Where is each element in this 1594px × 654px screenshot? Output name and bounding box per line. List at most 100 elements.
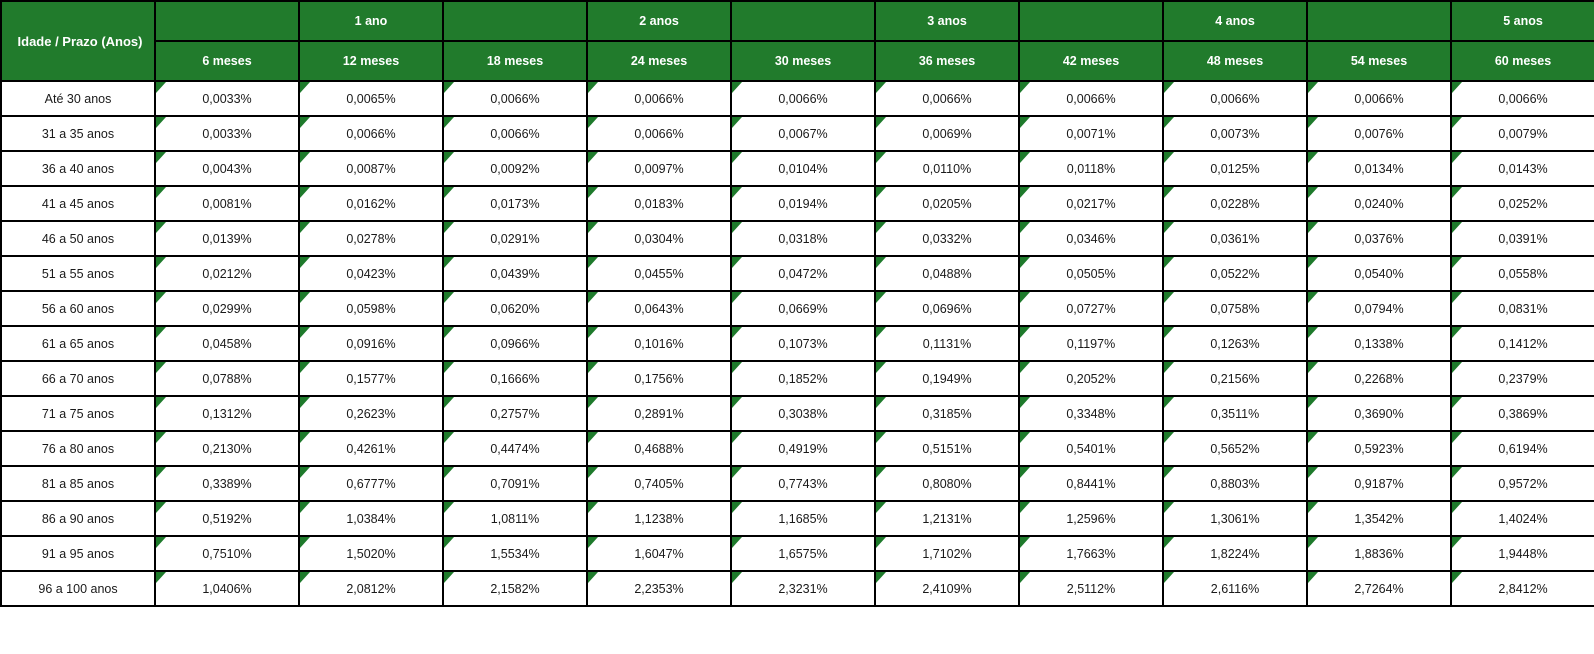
rate-cell: 0,2052% [1018,360,1164,397]
rate-cell: 0,2130% [154,430,300,467]
rate-cell: 0,0696% [874,290,1020,327]
rate-value: 0,4688% [634,441,684,456]
cell-error-flag-icon [301,363,310,373]
cell-error-flag-icon [301,538,310,548]
rate-value: 1,0406% [202,581,252,596]
cell-error-flag-icon [445,398,454,408]
month-header: 36 meses [874,40,1020,82]
cell-error-flag-icon [301,118,310,128]
cell-error-flag-icon [733,188,742,198]
rate-cell: 0,0125% [1162,150,1308,187]
cell-error-flag-icon [1021,398,1030,408]
cell-error-flag-icon [1453,118,1462,128]
rate-value: 0,5923% [1354,441,1404,456]
cell-error-flag-icon [157,223,166,233]
cell-error-flag-icon [589,433,598,443]
cell-error-flag-icon [733,363,742,373]
rate-value: 1,2131% [922,511,972,526]
rate-value: 0,0076% [1354,126,1404,141]
rate-value: 0,0727% [1066,301,1116,316]
cell-error-flag-icon [1453,223,1462,233]
rate-value: 0,1131% [922,336,972,351]
cell-error-flag-icon [301,223,310,233]
rate-cell: 0,0110% [874,150,1020,187]
table-row: 61 a 65 anos 0,0458% 0,0916% 0,0966% 0,1016%… [0,325,1594,362]
rate-value: 0,0304% [634,231,684,246]
rate-value: 0,0081% [202,196,252,211]
cell-error-flag-icon [157,398,166,408]
rate-cell: 0,5401% [1018,430,1164,467]
cell-error-flag-icon [1453,258,1462,268]
month-header: 60 meses [1450,40,1594,82]
rate-value: 0,2379% [1498,371,1548,386]
rate-value: 0,0066% [490,91,540,106]
rate-cell: 1,7663% [1018,535,1164,572]
rate-cell: 0,3690% [1306,395,1452,432]
cell-error-flag-icon [1309,83,1318,93]
rate-cell: 2,4109% [874,570,1020,607]
rate-value: 1,9448% [1498,546,1548,561]
cell-error-flag-icon [589,83,598,93]
table-row: 31 a 35 anos 0,0033% 0,0066% 0,0066% 0,0066%… [0,115,1594,152]
month-header: 12 meses [298,40,444,82]
rate-cell: 0,0066% [298,115,444,152]
row-label: 71 a 75 anos [0,395,156,432]
month-header: 42 meses [1018,40,1164,82]
cell-error-flag-icon [157,118,166,128]
rate-value: 0,3690% [1354,406,1404,421]
cell-error-flag-icon [445,293,454,303]
rate-value: 0,0079% [1498,126,1548,141]
cell-error-flag-icon [877,258,886,268]
cell-error-flag-icon [1165,433,1174,443]
cell-error-flag-icon [589,188,598,198]
rate-cell: 0,0134% [1306,150,1452,187]
rate-cell: 0,0346% [1018,220,1164,257]
rate-cell: 0,5923% [1306,430,1452,467]
rate-value: 0,0794% [1354,301,1404,316]
rate-value: 0,0173% [490,196,540,211]
rate-cell: 0,0423% [298,255,444,292]
rate-value: 0,0217% [1066,196,1116,211]
rate-value: 0,0346% [1066,231,1116,246]
rate-cell: 0,0143% [1450,150,1594,187]
cell-error-flag-icon [1309,153,1318,163]
cell-error-flag-icon [877,328,886,338]
rate-cell: 0,0643% [586,290,732,327]
rate-value: 0,0110% [922,161,972,176]
rate-value: 0,0139% [202,231,252,246]
cell-error-flag-icon [1309,258,1318,268]
rate-cell: 0,0455% [586,255,732,292]
row-label: 86 a 90 anos [0,500,156,537]
cell-error-flag-icon [1453,363,1462,373]
rate-value: 0,0240% [1354,196,1404,211]
rate-cell: 0,0540% [1306,255,1452,292]
rate-value: 2,5112% [1066,581,1116,596]
cell-error-flag-icon [733,468,742,478]
rate-value: 0,8803% [1210,476,1260,491]
rate-cell: 1,3542% [1306,500,1452,537]
cell-error-flag-icon [1165,398,1174,408]
cell-error-flag-icon [1309,293,1318,303]
rate-value: 0,0278% [346,231,396,246]
rate-value: 0,0318% [778,231,828,246]
rate-cell: 0,3389% [154,465,300,502]
table-row: 46 a 50 anos 0,0139% 0,0278% 0,0291% 0,0304%… [0,220,1594,257]
rate-value: 1,1685% [778,511,828,526]
cell-error-flag-icon [1021,328,1030,338]
cell-error-flag-icon [733,398,742,408]
rate-table: Idade / Prazo (Anos) 1 ano 2 anos 3 anos 4 a… [0,0,1594,607]
cell-error-flag-icon [1453,83,1462,93]
rate-cell: 1,1238% [586,500,732,537]
rate-cell: 0,0076% [1306,115,1452,152]
cell-error-flag-icon [1021,433,1030,443]
cell-error-flag-icon [1165,363,1174,373]
rate-table-body: Até 30 anos 0,0033% 0,0065% 0,0066% 0,0066% 0… [0,80,1594,607]
cell-error-flag-icon [733,503,742,513]
rate-value: 0,0097% [634,161,684,176]
cell-error-flag-icon [1021,83,1030,93]
cell-error-flag-icon [301,328,310,338]
cell-error-flag-icon [301,153,310,163]
rate-value: 1,3061% [1210,511,1260,526]
rate-value: 0,2757% [490,406,540,421]
table-row: 86 a 90 anos 0,5192% 1,0384% 1,0811% 1,1238%… [0,500,1594,537]
